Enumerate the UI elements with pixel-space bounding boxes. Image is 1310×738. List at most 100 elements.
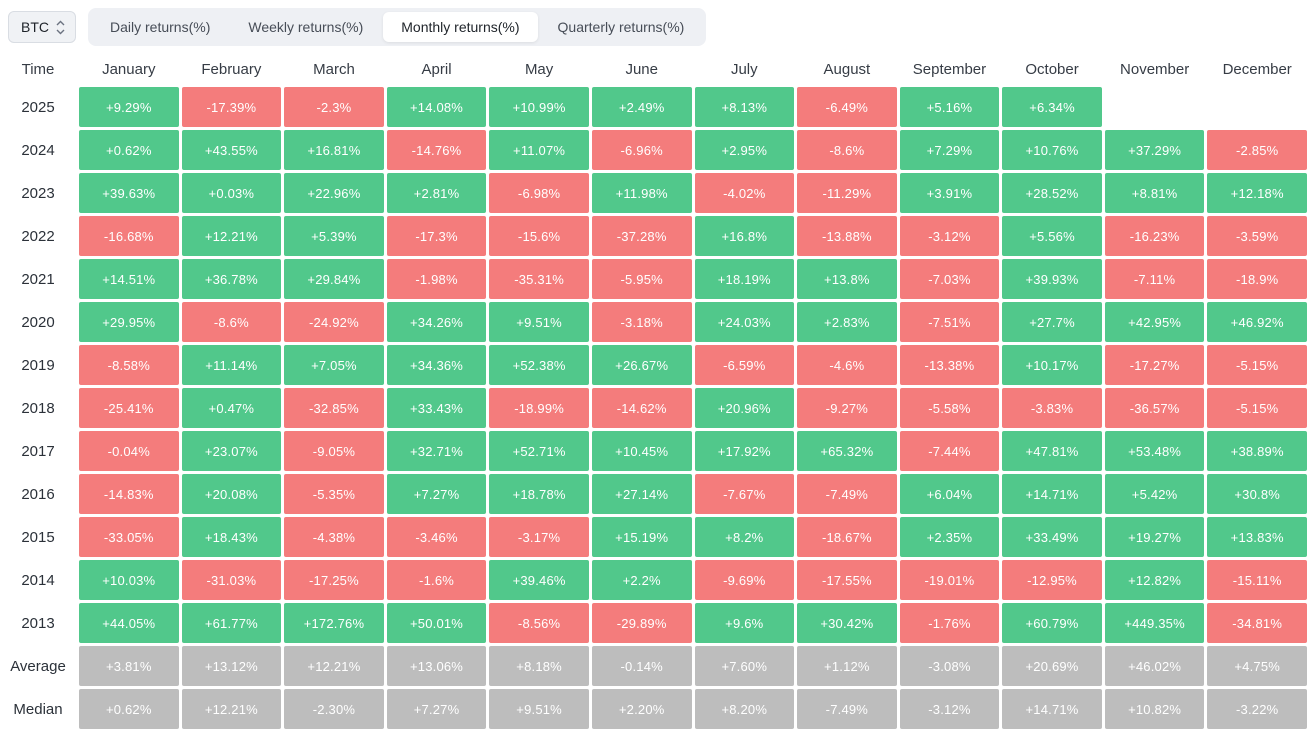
return-cell: -7.67% — [694, 474, 795, 514]
return-cell: +19.27% — [1104, 517, 1205, 557]
tab-weekly-returns[interactable]: Weekly returns(%) — [248, 19, 364, 35]
return-cell: -1.98% — [386, 259, 487, 299]
return-cell: +7.27% — [386, 474, 487, 514]
return-cell: -5.58% — [899, 388, 1000, 428]
return-cell: +10.17% — [1002, 345, 1102, 385]
return-cell: +0.47% — [181, 388, 282, 428]
return-cell: -15.6% — [489, 216, 589, 256]
return-cell: +52.38% — [489, 345, 589, 385]
row-label-2025: 2025 — [21, 98, 55, 116]
return-cell: +13.06% — [386, 646, 487, 686]
row-label-2014: 2014 — [21, 571, 55, 589]
return-cell: +10.45% — [591, 431, 692, 471]
return-cell: +50.01% — [386, 603, 487, 643]
return-cell: +12.21% — [181, 216, 282, 256]
return-cell: +13.12% — [181, 646, 282, 686]
returns-grid: Time January February March April May June July… — [0, 54, 1310, 729]
return-cell: +27.7% — [1002, 302, 1102, 342]
return-cell: -3.17% — [489, 517, 589, 557]
return-cell: +52.71% — [489, 431, 589, 471]
return-cell: -15.11% — [1207, 560, 1307, 600]
return-cell: -0.04% — [79, 431, 179, 471]
return-cell: -3.83% — [1002, 388, 1102, 428]
return-cell: -4.02% — [694, 173, 795, 213]
return-cell: +6.04% — [899, 474, 1000, 514]
return-cell: +4.75% — [1207, 646, 1307, 686]
return-cell: +10.82% — [1104, 689, 1205, 729]
return-cell: +20.96% — [694, 388, 795, 428]
return-cell: +12.18% — [1207, 173, 1307, 213]
return-cell: -1.6% — [386, 560, 487, 600]
return-cell: +1.12% — [797, 646, 897, 686]
return-cell: -18.99% — [489, 388, 589, 428]
return-cell: +10.03% — [79, 560, 179, 600]
tab-monthly-returns[interactable]: Monthly returns(%) — [383, 12, 538, 42]
return-cell: +39.46% — [489, 560, 589, 600]
month-column-header: July — [730, 60, 758, 78]
return-cell: +22.96% — [284, 173, 384, 213]
return-cell: -6.59% — [694, 345, 795, 385]
return-cell: -17.3% — [386, 216, 487, 256]
return-cell: +2.49% — [591, 87, 692, 127]
row-label-2016: 2016 — [21, 485, 55, 503]
return-cell: +23.07% — [181, 431, 282, 471]
return-cell: -9.05% — [284, 431, 384, 471]
return-cell: +449.35% — [1104, 603, 1205, 643]
return-cell: -7.49% — [797, 474, 897, 514]
return-cell: +9.51% — [489, 689, 589, 729]
return-cell: +29.84% — [284, 259, 384, 299]
month-column-header: February — [201, 60, 262, 78]
row-label-median: Median — [13, 700, 63, 718]
return-cell: +5.42% — [1104, 474, 1205, 514]
return-cell: +2.83% — [797, 302, 897, 342]
return-cell: +5.56% — [1002, 216, 1102, 256]
return-cell: +46.02% — [1104, 646, 1205, 686]
return-cell: +172.76% — [284, 603, 384, 643]
return-cell: +43.55% — [181, 130, 282, 170]
return-cell: +11.14% — [181, 345, 282, 385]
month-column-header: May — [524, 60, 554, 78]
month-column-header: April — [421, 60, 452, 78]
tab-daily-returns[interactable]: Daily returns(%) — [110, 19, 211, 35]
return-cell: +32.71% — [386, 431, 487, 471]
return-cell: +34.36% — [386, 345, 487, 385]
return-cell: -3.22% — [1207, 689, 1307, 729]
return-cell: +11.07% — [489, 130, 589, 170]
return-cell: +8.18% — [489, 646, 589, 686]
return-cell: -6.98% — [489, 173, 589, 213]
return-cell: +2.20% — [591, 689, 692, 729]
return-cell: +0.62% — [79, 130, 179, 170]
return-cell: -16.23% — [1104, 216, 1205, 256]
row-label-2015: 2015 — [21, 528, 55, 546]
return-cell: +0.03% — [181, 173, 282, 213]
return-cell: +38.89% — [1207, 431, 1307, 471]
tab-quarterly-returns[interactable]: Quarterly returns(%) — [557, 19, 685, 35]
return-cell: +12.21% — [284, 646, 384, 686]
return-cell: +27.14% — [591, 474, 692, 514]
return-cell: +53.48% — [1104, 431, 1205, 471]
return-cell: -4.38% — [284, 517, 384, 557]
row-label-2020: 2020 — [21, 313, 55, 331]
month-column-header: March — [313, 60, 355, 78]
return-cell: -31.03% — [181, 560, 282, 600]
return-cell: +8.81% — [1104, 173, 1205, 213]
return-cell: +0.62% — [79, 689, 179, 729]
return-cell: -13.88% — [797, 216, 897, 256]
return-cell: -32.85% — [284, 388, 384, 428]
return-cell: +24.03% — [694, 302, 795, 342]
return-cell: +61.77% — [181, 603, 282, 643]
return-cell: +16.8% — [694, 216, 795, 256]
return-cell: -17.27% — [1104, 345, 1205, 385]
return-cell: +46.92% — [1207, 302, 1307, 342]
row-label-average: Average — [10, 657, 66, 675]
return-cell: -7.44% — [899, 431, 1000, 471]
symbol-select[interactable]: BTC — [8, 11, 76, 43]
return-cell: -8.56% — [489, 603, 589, 643]
return-cell: -11.29% — [797, 173, 897, 213]
return-cell: +13.83% — [1207, 517, 1307, 557]
return-cell: +5.16% — [899, 87, 1000, 127]
return-cell: -17.25% — [284, 560, 384, 600]
return-cell: +9.6% — [694, 603, 795, 643]
return-cell: -8.6% — [181, 302, 282, 342]
return-cell: +10.99% — [489, 87, 589, 127]
